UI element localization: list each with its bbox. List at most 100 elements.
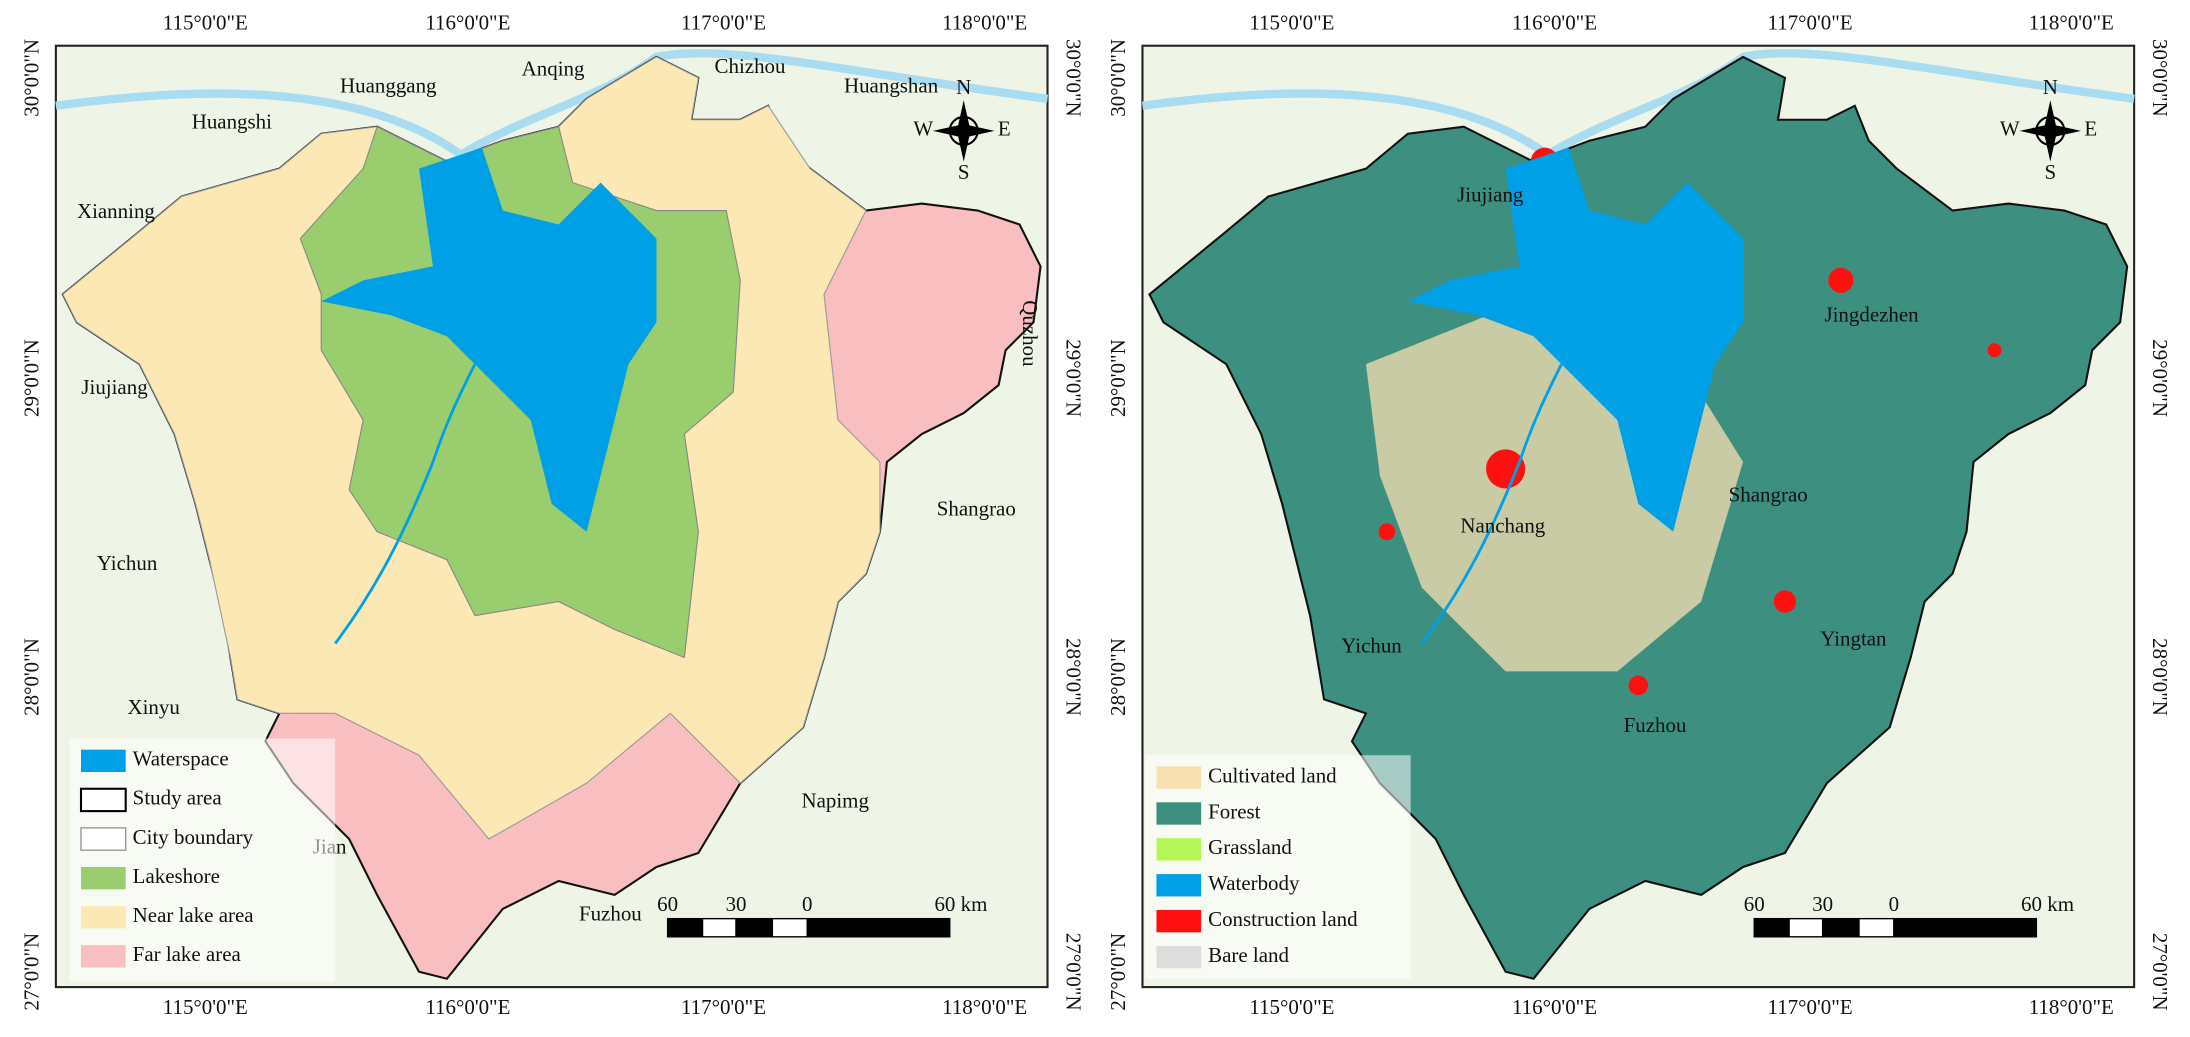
longitude-label: 118°0'0"E bbox=[942, 995, 1027, 1019]
place-label: Nanchang bbox=[1460, 513, 1545, 537]
compass-star bbox=[932, 100, 995, 162]
legend-swatch bbox=[80, 827, 127, 851]
lake bbox=[321, 147, 657, 532]
scale-bar-segment bbox=[1753, 917, 1790, 938]
place-label: Quzhou bbox=[1018, 300, 1042, 367]
scale-bar-label: 30 bbox=[1812, 892, 1833, 916]
scale-bar-label: 0 bbox=[1889, 892, 1899, 916]
longitude-label: 116°0'0"E bbox=[1512, 995, 1597, 1019]
legend-label: Waterbody bbox=[1208, 871, 1300, 895]
place-label: Napimg bbox=[801, 789, 869, 813]
place-label: Xinyu bbox=[127, 695, 180, 719]
legend-swatch bbox=[81, 945, 126, 968]
latitude-label: 28°0'0"N bbox=[19, 638, 43, 716]
longitude-label: 118°0'0"E bbox=[942, 11, 1027, 35]
longitude-label: 116°0'0"E bbox=[425, 11, 510, 35]
longitude-label: 115°0'0"E bbox=[163, 995, 248, 1019]
scale-bar-label: 30 bbox=[726, 892, 747, 916]
longitude-label: 115°0'0"E bbox=[1249, 11, 1334, 35]
compass-star bbox=[2019, 100, 2082, 162]
longitude-label: 117°0'0"E bbox=[681, 11, 766, 35]
latitude-label: 27°0'0"N bbox=[2148, 933, 2172, 1011]
scale-bar-label: 60 bbox=[657, 892, 678, 916]
place-label: Xianning bbox=[77, 199, 155, 223]
latitude-label: 30°0'0"N bbox=[19, 39, 43, 117]
scale-bar-label: 60 km bbox=[934, 892, 987, 916]
map-panel: 115°0'0"E 115°0'0"E 116°0'0"E 116°0'0"E 117°… bbox=[19, 11, 1085, 1020]
yangtze-river bbox=[1141, 49, 2135, 160]
latitude-label: 28°0'0"N bbox=[1061, 638, 1085, 716]
construction-land bbox=[1773, 590, 1797, 613]
legend-label: City boundary bbox=[133, 825, 254, 849]
longitude-label: 115°0'0"E bbox=[163, 11, 248, 35]
place-label: Jiujiang bbox=[81, 375, 148, 399]
place-label: Shangrao bbox=[1729, 483, 1808, 507]
latitude-label: 27°0'0"N bbox=[19, 933, 43, 1011]
scale-bar-label: 60 bbox=[1744, 892, 1765, 916]
place-label: Jiujiang bbox=[1457, 182, 1524, 206]
legend-swatch bbox=[1156, 945, 1202, 969]
place-label: Chizhou bbox=[715, 54, 786, 78]
river bbox=[334, 363, 477, 645]
legend-swatch bbox=[81, 866, 126, 890]
scale-bar-segment bbox=[735, 917, 774, 938]
legend-label: Lakeshore bbox=[133, 864, 220, 888]
construction-land bbox=[1486, 449, 1526, 489]
latitude-label: 28°0'0"N bbox=[2148, 638, 2172, 716]
legend-swatch bbox=[1156, 874, 1202, 897]
latitude-label: 29°0'0"N bbox=[1106, 339, 1130, 417]
construction-land bbox=[1628, 675, 1649, 696]
place-label: Yichun bbox=[97, 551, 158, 575]
place-label: Yingtan bbox=[1820, 627, 1887, 651]
place-label: Yichun bbox=[1341, 634, 1402, 658]
scale-bar-segment bbox=[1893, 917, 2038, 938]
compass-letter: E bbox=[2084, 117, 2097, 141]
compass-letter: N bbox=[956, 75, 971, 99]
latitude-label: 30°0'0"N bbox=[1061, 39, 1085, 117]
latitude-label: 29°0'0"N bbox=[19, 339, 43, 417]
compass-letter: W bbox=[913, 117, 933, 141]
scale-bar-label: 60 km bbox=[2021, 892, 2074, 916]
legend-label: Forest bbox=[1208, 799, 1261, 823]
construction-land bbox=[1987, 343, 2002, 358]
longitude-label: 118°0'0"E bbox=[2029, 11, 2114, 35]
legend-swatch bbox=[1156, 838, 1202, 861]
scale-bar-segment bbox=[666, 917, 704, 938]
construction-land bbox=[1378, 523, 1396, 541]
scale-bar-segment bbox=[1821, 917, 1860, 938]
legend-label: Grassland bbox=[1208, 835, 1292, 859]
longitude-label: 117°0'0"E bbox=[1768, 11, 1853, 35]
latitude-label: 27°0'0"N bbox=[1106, 933, 1130, 1011]
legend-label: Cultivated land bbox=[1208, 763, 1337, 787]
latitude-label: 30°0'0"N bbox=[2148, 39, 2172, 117]
legend-label: Construction land bbox=[1208, 907, 1358, 931]
map-panel: 115°0'0"E 115°0'0"E 116°0'0"E 116°0'0"E 117°… bbox=[1106, 11, 2172, 1020]
legend-swatch bbox=[79, 787, 127, 813]
legend-label: Study area bbox=[133, 786, 222, 810]
river bbox=[1420, 363, 1563, 645]
place-label: Fuzhou bbox=[579, 902, 642, 926]
place-label: Huangshi bbox=[192, 110, 272, 134]
place-label: Shangrao bbox=[937, 497, 1016, 521]
legend-swatch bbox=[1156, 766, 1202, 789]
construction-land bbox=[1828, 267, 1854, 293]
latitude-label: 28°0'0"N bbox=[1106, 638, 1130, 716]
place-label: Anqing bbox=[522, 57, 585, 81]
place-label: Fuzhou bbox=[1624, 713, 1687, 737]
scale-bar-segment bbox=[806, 917, 951, 938]
compass-letter: E bbox=[998, 117, 1011, 141]
longitude-label: 117°0'0"E bbox=[681, 995, 766, 1019]
longitude-label: 115°0'0"E bbox=[1249, 995, 1334, 1019]
legend-swatch bbox=[1156, 909, 1202, 933]
compass-letter: N bbox=[2043, 75, 2058, 99]
latitude-label: 29°0'0"N bbox=[2148, 339, 2172, 417]
latitude-label: 27°0'0"N bbox=[1061, 933, 1085, 1011]
longitude-label: 118°0'0"E bbox=[2029, 995, 2114, 1019]
scale-bar-segment bbox=[771, 917, 808, 938]
scale-bar-label: 0 bbox=[802, 892, 812, 916]
place-label: Jingdezhen bbox=[1824, 302, 1919, 326]
legend-swatch bbox=[81, 906, 126, 929]
legend-label: Near lake area bbox=[133, 903, 254, 927]
compass-letter: S bbox=[2045, 160, 2057, 184]
